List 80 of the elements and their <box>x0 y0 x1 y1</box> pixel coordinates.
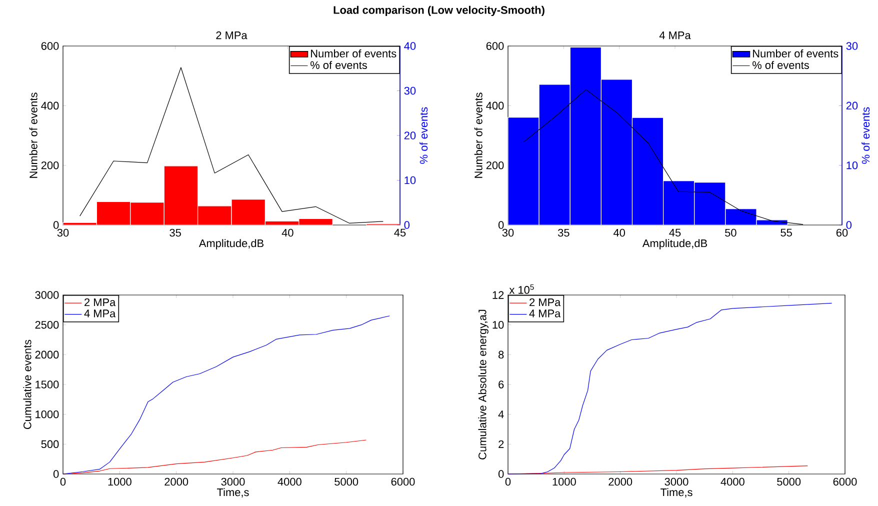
y-tick-label: 4 <box>498 410 504 418</box>
x-axis-title: Amplitude,dB <box>642 239 708 250</box>
y2-tick-label: 40 <box>404 42 416 50</box>
y-tick-label: 0 <box>53 470 59 478</box>
legend-label: % of events <box>310 60 367 69</box>
y2-tick-label: 10 <box>846 161 858 170</box>
y2-tick-label: 30 <box>846 42 858 50</box>
x-tick-label: 6000 <box>391 478 415 486</box>
legend-label: Number of events <box>311 49 396 58</box>
y2-tick-label: 0 <box>404 221 410 229</box>
y-axis-title: Cumulative events <box>23 340 32 430</box>
y-axis-title: Number of events <box>474 92 482 178</box>
y-tick-label: 2 <box>498 440 504 448</box>
x-tick-label: 1000 <box>108 478 132 486</box>
y-axis-title: Cumulative Absolute energy,aJ <box>478 310 488 460</box>
chart-title: 4 MPa <box>659 32 691 40</box>
y-tick-label: 12 <box>492 291 504 299</box>
y-tick-label: 600 <box>486 42 504 50</box>
legend-label: % of events <box>752 60 809 69</box>
legend-label: Number of events <box>753 49 838 58</box>
y-tick-label: 10 <box>492 320 504 329</box>
chart-title: 2 MPa <box>216 31 248 40</box>
y-tick-label: 6 <box>498 380 504 388</box>
y-tick-label: 0 <box>53 221 59 229</box>
line-series <box>62 440 366 474</box>
y2-tick-label: 0 <box>846 221 852 229</box>
y-tick-label: 3000 <box>35 291 59 299</box>
x-tick-label: 55 <box>780 228 792 236</box>
text: Load comparison (Low velocity-Smooth) <box>334 6 544 16</box>
y-tick-label: 0 <box>498 470 504 478</box>
x-tick-label: 40 <box>282 228 294 237</box>
x-tick-label: 5000 <box>334 478 358 486</box>
x-tick-label: 40 <box>613 228 625 237</box>
y-tick-label: 1500 <box>36 380 59 388</box>
x-tick-label: 30 <box>57 228 69 237</box>
x-tick-label: 30 <box>502 228 514 237</box>
y-tick-label: 200 <box>486 161 504 170</box>
x-tick-label: 6000 <box>833 478 857 486</box>
x-tick-label: 4000 <box>720 478 744 486</box>
y2-tick-label: 20 <box>846 102 858 110</box>
x-tick-label: 60 <box>836 228 848 237</box>
x-tick-label: 35 <box>558 228 570 237</box>
y2-tick-label: 10 <box>404 176 416 184</box>
x-axis-title: Time,s <box>217 488 249 498</box>
x-tick-label: 2000 <box>164 478 188 486</box>
x-tick-label: 2000 <box>608 478 632 486</box>
legend-label: 2 MPa <box>530 298 561 306</box>
x-tick-label: 50 <box>725 228 736 237</box>
x-tick-label: 0 <box>505 478 511 486</box>
y2-tick-label: 30 <box>404 86 416 95</box>
y-tick-label: 1000 <box>36 410 59 418</box>
y-tick-label: 400 <box>41 102 59 110</box>
y2-tick-label: 20 <box>404 132 416 140</box>
legend-label: 4 MPa <box>84 310 116 318</box>
y-tick-label: 600 <box>41 42 59 50</box>
y-tick-label: 2000 <box>35 350 59 359</box>
y-tick-label: 200 <box>41 161 59 170</box>
text: x 10$^{5}$ <box>509 284 534 294</box>
x-tick-label: 35 <box>170 228 181 237</box>
y-tick-label: 8 <box>498 350 504 359</box>
line-series <box>62 316 390 474</box>
y-tick-label: 500 <box>41 440 59 448</box>
x-axis-title: Amplitude,dB <box>198 239 264 250</box>
y-tick-label: 0 <box>498 221 504 229</box>
y2-axis-title: % of events <box>420 107 428 164</box>
x-tick-label: 0 <box>60 478 66 486</box>
y-axis-title: Number of events <box>29 92 38 178</box>
legend-label: 2 MPa <box>84 298 116 306</box>
y2-axis-title: % of events <box>862 107 870 164</box>
legend-label: 4 MPa <box>529 310 561 318</box>
x-tick-label: 4000 <box>278 478 302 486</box>
x-axis-title: Time,s <box>660 488 692 498</box>
x-tick-label: 3000 <box>221 478 245 486</box>
x-tick-label: 5000 <box>777 478 801 486</box>
y-tick-label: 2500 <box>35 320 59 329</box>
x-tick-label: 45 <box>394 228 406 236</box>
x-tick-label: 1000 <box>552 478 576 486</box>
x-tick-label: 3000 <box>664 478 688 486</box>
x-tick-label: 45 <box>669 228 681 236</box>
y-tick-label: 400 <box>486 102 504 110</box>
